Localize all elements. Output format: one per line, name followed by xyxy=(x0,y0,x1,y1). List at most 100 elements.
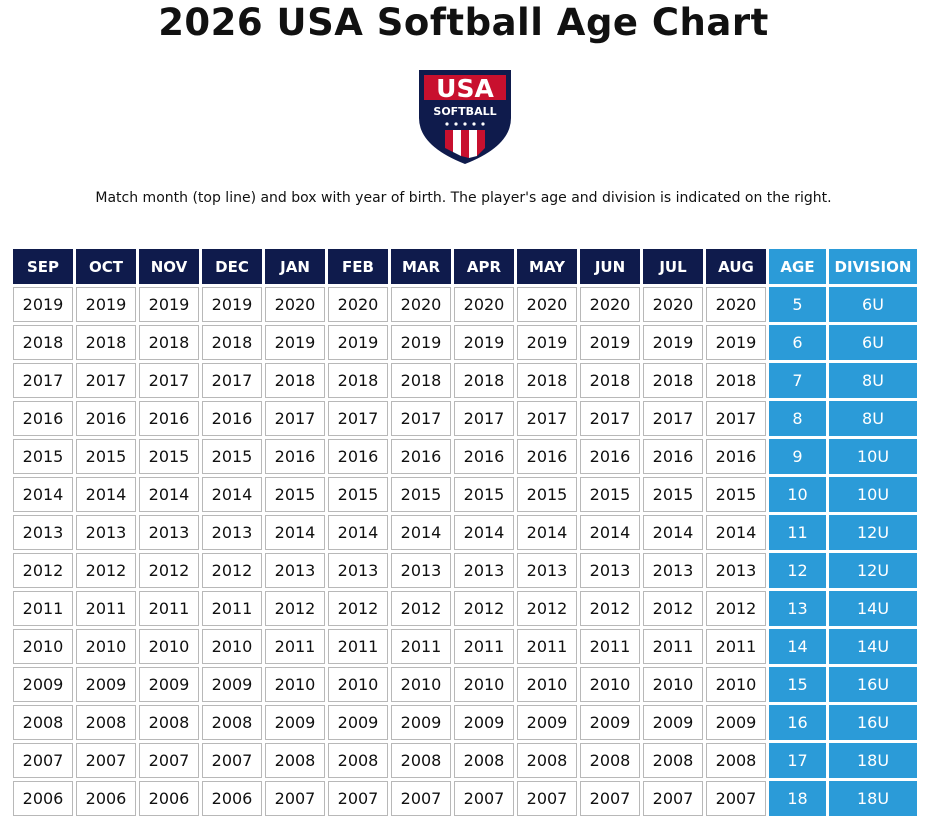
year-cell: 2009 xyxy=(265,705,325,740)
year-cell: 2012 xyxy=(265,591,325,626)
year-cell: 2015 xyxy=(706,477,766,512)
year-cell: 2016 xyxy=(643,439,703,474)
year-cell: 2014 xyxy=(643,515,703,550)
year-cell: 2006 xyxy=(76,781,136,816)
year-cell: 2015 xyxy=(13,439,73,474)
year-cell: 2007 xyxy=(13,743,73,778)
year-cell: 2016 xyxy=(328,439,388,474)
year-cell: 2019 xyxy=(13,287,73,322)
age-cell: 15 xyxy=(769,667,826,702)
year-cell: 2017 xyxy=(517,401,577,436)
year-cell: 2013 xyxy=(13,515,73,550)
year-cell: 2007 xyxy=(643,781,703,816)
year-cell: 2019 xyxy=(202,287,262,322)
year-cell: 2017 xyxy=(706,401,766,436)
year-cell: 2015 xyxy=(76,439,136,474)
year-cell: 2011 xyxy=(580,629,640,664)
year-cell: 2008 xyxy=(454,743,514,778)
year-cell: 2010 xyxy=(139,629,199,664)
year-cell: 2017 xyxy=(391,401,451,436)
division-cell: 18U xyxy=(829,781,917,816)
year-cell: 2020 xyxy=(643,287,703,322)
division-cell: 18U xyxy=(829,743,917,778)
year-cell: 2011 xyxy=(202,591,262,626)
year-cell: 2008 xyxy=(706,743,766,778)
column-header: SEP xyxy=(13,249,73,284)
year-cell: 2015 xyxy=(139,439,199,474)
year-cell: 2010 xyxy=(643,667,703,702)
year-cell: 2012 xyxy=(454,591,514,626)
year-cell: 2011 xyxy=(706,629,766,664)
year-cell: 2016 xyxy=(391,439,451,474)
year-cell: 2012 xyxy=(13,553,73,588)
column-header: APR xyxy=(454,249,514,284)
year-cell: 2014 xyxy=(265,515,325,550)
division-cell: 8U xyxy=(829,363,917,398)
year-cell: 2020 xyxy=(706,287,766,322)
year-cell: 2008 xyxy=(265,743,325,778)
year-cell: 2014 xyxy=(202,477,262,512)
year-cell: 2017 xyxy=(580,401,640,436)
year-cell: 2010 xyxy=(580,667,640,702)
division-cell: 12U xyxy=(829,515,917,550)
age-cell: 18 xyxy=(769,781,826,816)
year-cell: 2010 xyxy=(328,667,388,702)
year-cell: 2012 xyxy=(139,553,199,588)
year-cell: 2018 xyxy=(13,325,73,360)
year-cell: 2012 xyxy=(517,591,577,626)
year-cell: 2009 xyxy=(643,705,703,740)
year-cell: 2010 xyxy=(391,667,451,702)
year-cell: 2019 xyxy=(643,325,703,360)
age-cell: 14 xyxy=(769,629,826,664)
year-cell: 2018 xyxy=(706,363,766,398)
division-cell: 6U xyxy=(829,325,917,360)
age-cell: 7 xyxy=(769,363,826,398)
year-cell: 2013 xyxy=(328,553,388,588)
year-cell: 2017 xyxy=(265,401,325,436)
year-cell: 2020 xyxy=(328,287,388,322)
year-cell: 2010 xyxy=(706,667,766,702)
year-cell: 2018 xyxy=(265,363,325,398)
year-cell: 2017 xyxy=(13,363,73,398)
year-cell: 2012 xyxy=(391,591,451,626)
year-cell: 2008 xyxy=(517,743,577,778)
year-cell: 2018 xyxy=(76,325,136,360)
year-cell: 2017 xyxy=(76,363,136,398)
year-cell: 2007 xyxy=(517,781,577,816)
title: 2026 USA Softball Age Chart xyxy=(158,1,769,44)
logo-top xyxy=(424,75,506,100)
year-cell: 2010 xyxy=(13,629,73,664)
column-header: DIVISION xyxy=(829,249,917,284)
year-cell: 2019 xyxy=(76,287,136,322)
year-cell: 2020 xyxy=(454,287,514,322)
year-cell: 2009 xyxy=(13,667,73,702)
year-cell: 2007 xyxy=(139,743,199,778)
year-cell: 2016 xyxy=(580,439,640,474)
year-cell: 2015 xyxy=(517,477,577,512)
year-cell: 2013 xyxy=(265,553,325,588)
year-cell: 2016 xyxy=(265,439,325,474)
age-cell: 13 xyxy=(769,591,826,626)
year-cell: 2009 xyxy=(328,705,388,740)
year-cell: 2012 xyxy=(328,591,388,626)
year-cell: 2020 xyxy=(580,287,640,322)
age-cell: 10 xyxy=(769,477,826,512)
division-cell: 14U xyxy=(829,629,917,664)
year-cell: 2012 xyxy=(643,591,703,626)
year-cell: 2011 xyxy=(517,629,577,664)
year-cell: 2014 xyxy=(328,515,388,550)
age-cell: 8 xyxy=(769,401,826,436)
year-cell: 2013 xyxy=(202,515,262,550)
year-cell: 2015 xyxy=(454,477,514,512)
year-cell: 2010 xyxy=(517,667,577,702)
year-cell: 2009 xyxy=(517,705,577,740)
year-cell: 2011 xyxy=(265,629,325,664)
division-cell: 8U xyxy=(829,401,917,436)
year-cell: 2009 xyxy=(139,667,199,702)
year-cell: 2009 xyxy=(76,667,136,702)
age-cell: 5 xyxy=(769,287,826,322)
year-cell: 2012 xyxy=(76,553,136,588)
division-cell: 12U xyxy=(829,553,917,588)
year-cell: 2016 xyxy=(202,401,262,436)
